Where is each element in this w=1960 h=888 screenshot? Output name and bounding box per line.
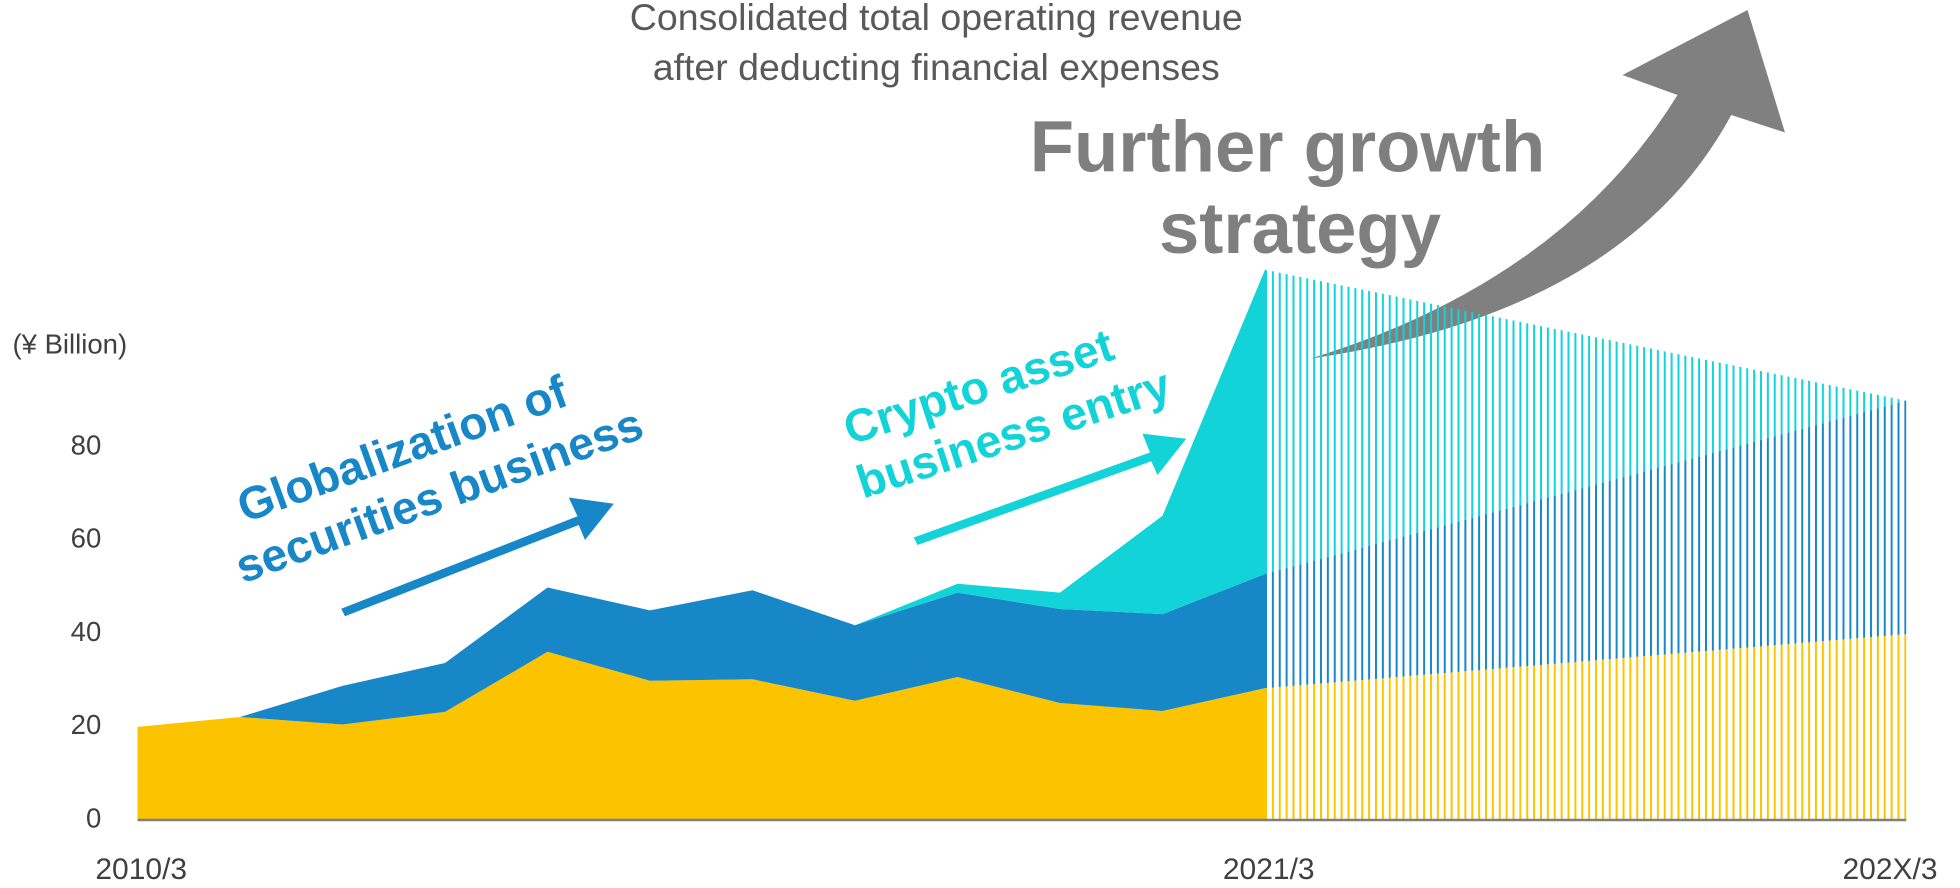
area xyxy=(1265,269,1907,574)
annotation: Crypto asset business entry xyxy=(837,319,1177,509)
y-axis-label: (¥ Billion) xyxy=(13,329,128,360)
y-tick-label: 40 xyxy=(71,616,102,647)
x-tick-label: 202X/3 xyxy=(1842,853,1937,886)
title-line: after deducting financial expenses xyxy=(653,46,1220,88)
y-tick-label: 80 xyxy=(71,430,102,461)
y-tick-label: 0 xyxy=(86,802,101,833)
growth-arrow xyxy=(1310,10,1785,359)
annotation-arrow xyxy=(341,497,614,617)
title-line: Consolidated total operating revenue xyxy=(630,0,1243,38)
area xyxy=(1265,634,1907,820)
y-tick-label: 60 xyxy=(71,523,102,554)
plot: 0 20 40 60 80 2010/3 2021/3 202X/3 xyxy=(71,269,1938,886)
x-tick-label: 2021/3 xyxy=(1223,853,1315,886)
annotation-arrow xyxy=(913,433,1187,545)
headline-line: strategy xyxy=(1159,188,1441,269)
area xyxy=(137,574,1266,727)
x-tick-label: 2010/3 xyxy=(95,853,187,886)
area xyxy=(1265,400,1907,689)
area xyxy=(137,651,1266,820)
headline-line: Further growth xyxy=(1030,107,1546,188)
y-tick-label: 20 xyxy=(71,709,102,740)
annotation: Globalization of securities business xyxy=(228,365,649,593)
